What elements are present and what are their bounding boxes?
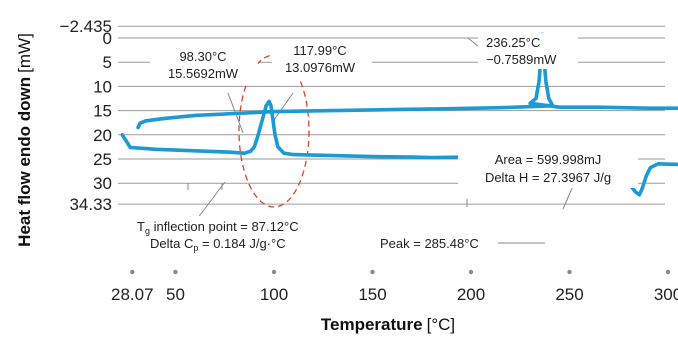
x-tick-label: 200 xyxy=(457,285,485,304)
x-tick-marker xyxy=(665,269,671,275)
peak3-label-bg xyxy=(478,33,578,69)
x-tick-label: 100 xyxy=(260,285,288,304)
peak3-label-temp: 236.25°C xyxy=(486,35,540,50)
peak2-label-heatflow: 13.0976mW xyxy=(285,60,356,75)
x-tick-marker xyxy=(271,269,277,275)
y-tick-label: 20 xyxy=(93,126,112,145)
peak1-label-heatflow: 15.5692mW xyxy=(168,66,239,81)
y-tick-label: 30 xyxy=(93,174,112,193)
x-tick-marker xyxy=(370,269,375,275)
x-tick-label: 250 xyxy=(555,285,583,304)
tg-label-inflection: Tg inflection point = 87.12°C xyxy=(137,219,299,236)
x-tick-label: 50 xyxy=(166,285,185,304)
peak-label-bg xyxy=(372,235,498,253)
tg-label-delta-cp: Delta Cp = 0.184 J/g·°C xyxy=(150,236,286,253)
annotation-labels: 98.30°C 15.5692mW 117.99°C 13.0976mW 236… xyxy=(130,33,638,254)
x-tick-label: 150 xyxy=(358,285,386,304)
y-tick-label: 10 xyxy=(93,77,112,96)
x-tick-labels: 28.0750100150200250300350 xyxy=(111,269,678,304)
peak-label-temp: Peak = 285.48°C xyxy=(380,236,479,251)
peak2-label-bg xyxy=(272,39,372,79)
peak1-label-temp: 98.30°C xyxy=(179,49,226,64)
peak1-label-bg xyxy=(150,45,258,85)
x-tick-marker xyxy=(468,269,474,275)
y-tick-label: 0 xyxy=(103,29,112,48)
area-label-delta-h: Delta H = 27.3967 J/g xyxy=(485,170,611,185)
x-tick-marker xyxy=(567,269,572,275)
x-axis-title: Temperature [°C] xyxy=(321,315,455,334)
tg-label-bg xyxy=(130,216,390,254)
peak2-leader xyxy=(273,92,294,121)
x-tick-label: 300 xyxy=(654,285,678,304)
y-tick-label: 5 xyxy=(103,53,112,72)
x-tick-marker xyxy=(173,269,178,275)
dsc-curve-series xyxy=(120,32,678,197)
peak2-label-temp: 117.99°C xyxy=(293,43,346,58)
y-tick-label: 34.33 xyxy=(69,195,112,214)
y-tick-label: 15 xyxy=(93,102,112,121)
peak3-label-heatflow: −0.7589mW xyxy=(486,52,557,67)
area-label-area: Area = 599.998mJ xyxy=(495,152,602,167)
y-tick-label: −2.435 xyxy=(60,17,112,36)
x-tick-label: 28.07 xyxy=(111,285,154,304)
y-tick-label: 25 xyxy=(93,150,112,169)
x-tick-marker xyxy=(130,269,135,275)
y-axis-title: Heat flow endo down[mW] xyxy=(15,33,34,247)
area-label-bg xyxy=(458,150,638,188)
